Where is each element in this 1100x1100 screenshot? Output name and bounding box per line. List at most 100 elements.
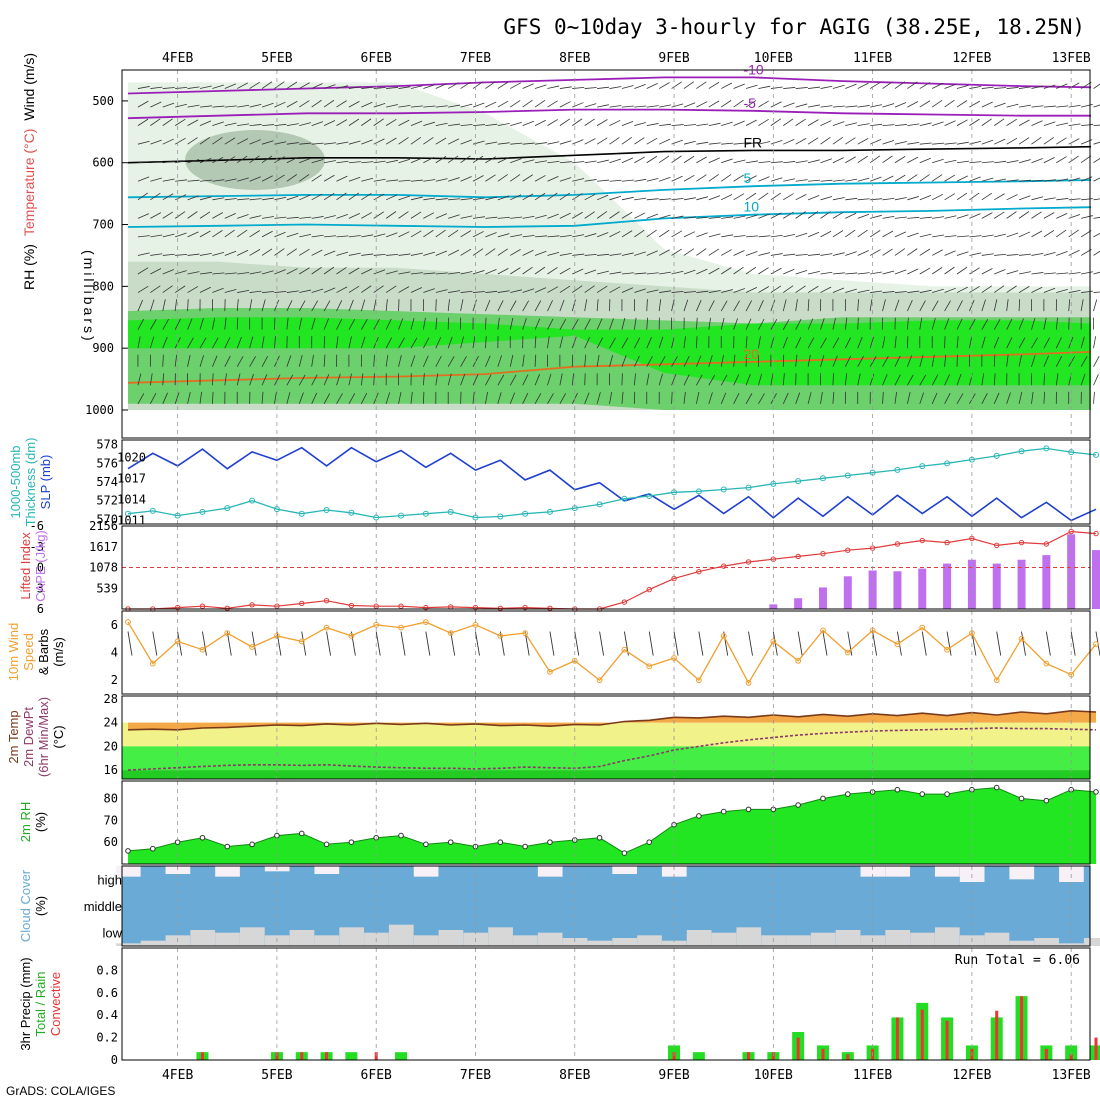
wind-barb <box>410 230 422 238</box>
wind-barb <box>894 156 906 164</box>
wind-barb <box>460 373 466 386</box>
wind-barb <box>485 216 498 219</box>
wind-barb <box>510 216 523 219</box>
wind-barb <box>336 336 339 349</box>
wind-barb <box>249 299 253 312</box>
wind-barb <box>1068 299 1071 312</box>
wind-barb <box>323 318 329 330</box>
tick-label: 572 <box>96 494 118 508</box>
wind-barb <box>795 103 808 108</box>
wind-barb <box>857 123 870 127</box>
wind-barb <box>621 105 634 108</box>
wind-barb <box>869 336 875 349</box>
wind-barb <box>510 289 523 293</box>
wind-barb <box>596 194 609 201</box>
wind-barb <box>944 83 956 89</box>
wind-barb <box>981 212 993 219</box>
wind-barb <box>336 235 349 238</box>
wind-barb <box>634 137 645 145</box>
wind-barb <box>261 391 264 404</box>
wind-barb <box>720 100 732 108</box>
wind-barb <box>981 336 986 349</box>
wind-barb <box>795 269 808 275</box>
wind-barb <box>857 198 870 201</box>
thickness-point <box>720 486 727 493</box>
wind-barb <box>152 631 158 656</box>
wind-barb <box>944 142 957 145</box>
wind-barb <box>509 354 514 367</box>
wind-barb <box>807 337 815 349</box>
wind-barb <box>149 392 157 405</box>
wind-barb <box>274 269 286 275</box>
wind-barb <box>894 174 906 182</box>
lifted-index-point <box>994 542 1000 549</box>
wind-barb <box>808 179 821 182</box>
precip-total-bar <box>345 1052 358 1060</box>
wind-barb <box>857 250 869 256</box>
wind-barb <box>807 271 820 275</box>
wind-barb <box>423 229 434 238</box>
wind-barb <box>770 319 778 330</box>
grid-lines <box>122 70 1090 1060</box>
lifted-index-point <box>199 603 206 609</box>
wind-barb <box>932 158 944 164</box>
wind-barb <box>683 374 690 386</box>
thickness-point <box>125 510 131 517</box>
wind-speed-point <box>720 633 727 639</box>
wind-barb <box>634 178 647 182</box>
wind-barb <box>956 119 968 126</box>
tick-label: low <box>102 926 122 941</box>
precip-convective-bar <box>821 1048 825 1060</box>
wind-barb <box>894 374 901 386</box>
wind-barb <box>435 105 448 108</box>
wind-barb <box>745 251 758 256</box>
wind-barb <box>845 197 858 201</box>
wind-barb <box>348 393 356 405</box>
wind-barb <box>969 161 982 164</box>
wind-barb <box>448 249 460 256</box>
wind-barb <box>783 268 795 275</box>
wind-barb <box>745 235 759 238</box>
wind-barb <box>857 336 863 349</box>
wind-barb <box>361 86 374 89</box>
wind-barb <box>150 192 161 201</box>
wind-barb <box>869 81 881 89</box>
wind-barb <box>932 216 945 219</box>
wind-barb <box>832 105 845 108</box>
x-tick-label-bottom: 12FEB <box>952 1068 991 1083</box>
wind-barb <box>907 141 920 145</box>
wind-barb <box>919 157 932 164</box>
wind-barb <box>361 192 372 201</box>
wind-barb <box>770 234 783 238</box>
wind-barb <box>485 232 497 238</box>
wind-barb <box>1093 83 1100 89</box>
wind-barb <box>460 81 471 89</box>
wind-barb <box>323 84 336 89</box>
wind-barb <box>994 178 1007 182</box>
wind-barb <box>509 374 517 386</box>
wind-barb <box>435 229 446 238</box>
wind-barb <box>425 631 431 656</box>
wind-barb <box>323 193 335 201</box>
wind-barb <box>720 300 728 312</box>
cape-bar <box>1017 559 1026 609</box>
wind-barb <box>621 179 634 182</box>
wind-barb <box>485 336 487 349</box>
wind-barb <box>721 194 733 201</box>
rh-point <box>547 839 553 845</box>
wind-barb <box>795 160 808 164</box>
wind-barb <box>795 285 806 293</box>
wind-barb <box>745 393 753 405</box>
wind-barb <box>485 123 498 127</box>
wind-barb <box>559 234 572 238</box>
wind-barb <box>993 336 1000 349</box>
wind-barb <box>1031 318 1036 330</box>
wind-barb <box>1093 232 1100 238</box>
wind-barb <box>274 156 285 164</box>
wind-barb <box>460 356 467 367</box>
wind-barb <box>162 285 173 293</box>
wind-barb <box>981 373 985 386</box>
thickness-point <box>323 507 330 513</box>
wind-barb <box>510 82 521 89</box>
wind-barb <box>621 196 634 201</box>
